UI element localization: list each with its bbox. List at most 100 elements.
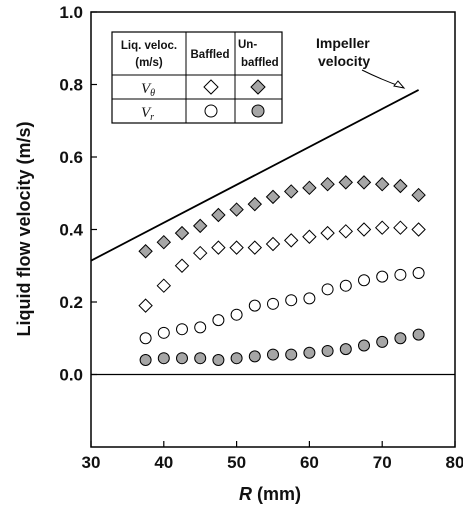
point-vr-baffled — [394, 268, 407, 281]
point-vr-un-baffled — [376, 335, 389, 348]
point-vr-un-baffled — [267, 348, 279, 361]
point-v-un-baffled — [174, 225, 190, 241]
point-vr-baffled — [376, 270, 389, 283]
point-v-baffled — [393, 220, 408, 235]
point-v-baffled — [192, 245, 208, 261]
x-axis-title: R (mm) — [239, 484, 301, 504]
legend-row2-symbol: Vr — [141, 105, 154, 123]
reference-lines — [90, 89, 455, 376]
x-tick-label: 40 — [154, 453, 173, 472]
point-v-baffled — [138, 298, 153, 313]
y-tick-label: 0.8 — [59, 76, 83, 95]
point-vr-un-baffled — [339, 343, 352, 356]
x-tick-label: 60 — [300, 453, 319, 472]
y-tick-label: 0.0 — [59, 366, 83, 385]
point-vr-baffled — [176, 323, 188, 336]
point-v-un-baffled — [229, 202, 244, 217]
point-vr-un-baffled — [303, 346, 316, 359]
point-v-un-baffled — [192, 218, 208, 234]
point-vr-baffled — [358, 274, 370, 287]
point-v-baffled — [174, 258, 190, 273]
point-v-baffled — [265, 236, 281, 252]
point-v-un-baffled — [411, 187, 426, 203]
point-vr-baffled — [212, 314, 225, 327]
legend-col-unbaffled-line1: Un- — [238, 39, 257, 51]
x-axis-unit: (mm) — [257, 484, 301, 504]
point-v-un-baffled — [374, 176, 390, 192]
x-tick-label: 70 — [373, 453, 392, 472]
point-vr-un-baffled — [394, 332, 407, 345]
y-tick-label: 1.0 — [59, 3, 83, 22]
point-v-un-baffled — [338, 175, 354, 190]
point-vr-baffled — [194, 321, 207, 334]
point-v-baffled — [411, 222, 426, 237]
point-vr-baffled — [139, 332, 152, 345]
point-vr-baffled — [303, 292, 316, 305]
x-tick-label: 80 — [446, 453, 463, 472]
legend-header-label-line2: (m/s) — [135, 57, 163, 69]
annotation-line1: Impeller — [316, 35, 370, 51]
y-tick-label: 0.6 — [59, 148, 83, 167]
point-vr-baffled — [285, 294, 298, 307]
legend-header-label-line1: Liq. veloc. — [121, 40, 177, 52]
point-vr-un-baffled — [248, 350, 261, 363]
x-tick-label: 30 — [82, 453, 101, 472]
point-v-baffled — [338, 224, 354, 239]
point-v-baffled — [356, 222, 372, 237]
legend-marker-vr-baffled — [204, 104, 218, 118]
point-v-un-baffled — [393, 178, 408, 194]
point-v-un-baffled — [156, 234, 172, 250]
point-vr-un-baffled — [194, 352, 207, 365]
point-v-un-baffled — [211, 207, 226, 223]
point-vr-un-baffled — [176, 352, 188, 365]
y-tick-label: 0.4 — [59, 221, 83, 240]
point-v-un-baffled — [138, 244, 153, 259]
annotation-arrowhead — [393, 80, 406, 89]
y-tick-label: 0.2 — [59, 293, 83, 312]
point-vr-un-baffled — [230, 352, 243, 365]
impeller-velocity-line — [90, 89, 420, 262]
point-vr-un-baffled — [139, 354, 152, 366]
point-vr-baffled — [339, 279, 352, 292]
point-v-baffled — [211, 240, 226, 255]
point-v-baffled — [302, 229, 317, 244]
axis-ticks: 30 40 50 60 70 80 0.0 0.2 0.4 0.6 0.8 1.0 — [59, 3, 463, 472]
point-vr-un-baffled — [412, 328, 425, 341]
point-vr-baffled — [248, 299, 261, 312]
legend-marker-vtheta-baffled — [203, 79, 219, 95]
point-v-un-baffled — [302, 180, 317, 196]
point-vr-un-baffled — [212, 354, 225, 366]
point-v-baffled — [320, 225, 335, 241]
data-points — [138, 175, 426, 366]
point-v-baffled — [229, 240, 244, 255]
point-v-un-baffled — [283, 184, 299, 199]
legend: Liq. veloc. (m/s) Baffled Un- baffled Vθ… — [111, 31, 283, 124]
point-v-un-baffled — [247, 196, 263, 212]
legend-col-unbaffled-line2: baffled — [241, 57, 279, 69]
point-v-un-baffled — [356, 175, 372, 190]
point-vr-un-baffled — [358, 339, 370, 352]
point-v-baffled — [283, 233, 299, 248]
point-vr-baffled — [412, 267, 425, 279]
legend-col-baffled: Baffled — [191, 49, 230, 61]
point-vr-un-baffled — [321, 344, 334, 357]
point-vr-baffled — [230, 308, 243, 321]
point-v-un-baffled — [265, 189, 281, 205]
x-axis-symbol: R — [239, 484, 252, 504]
point-v-baffled — [156, 278, 172, 293]
point-vr-un-baffled — [157, 352, 170, 365]
point-vr-un-baffled — [285, 348, 298, 361]
point-vr-baffled — [321, 283, 334, 296]
point-v-baffled — [374, 220, 390, 235]
legend-row1-symbol: Vθ — [141, 81, 155, 99]
legend-marker-vr-unbaffled — [251, 104, 265, 118]
legend-marker-vtheta-unbaffled — [250, 79, 266, 95]
point-v-baffled — [247, 240, 263, 255]
annotation-line2: velocity — [318, 53, 370, 69]
point-vr-baffled — [157, 326, 170, 339]
y-axis-title: Liquid flow velocity (m/s) — [14, 121, 34, 336]
point-v-un-baffled — [320, 176, 335, 192]
point-vr-baffled — [267, 297, 279, 310]
x-tick-label: 50 — [227, 453, 246, 472]
